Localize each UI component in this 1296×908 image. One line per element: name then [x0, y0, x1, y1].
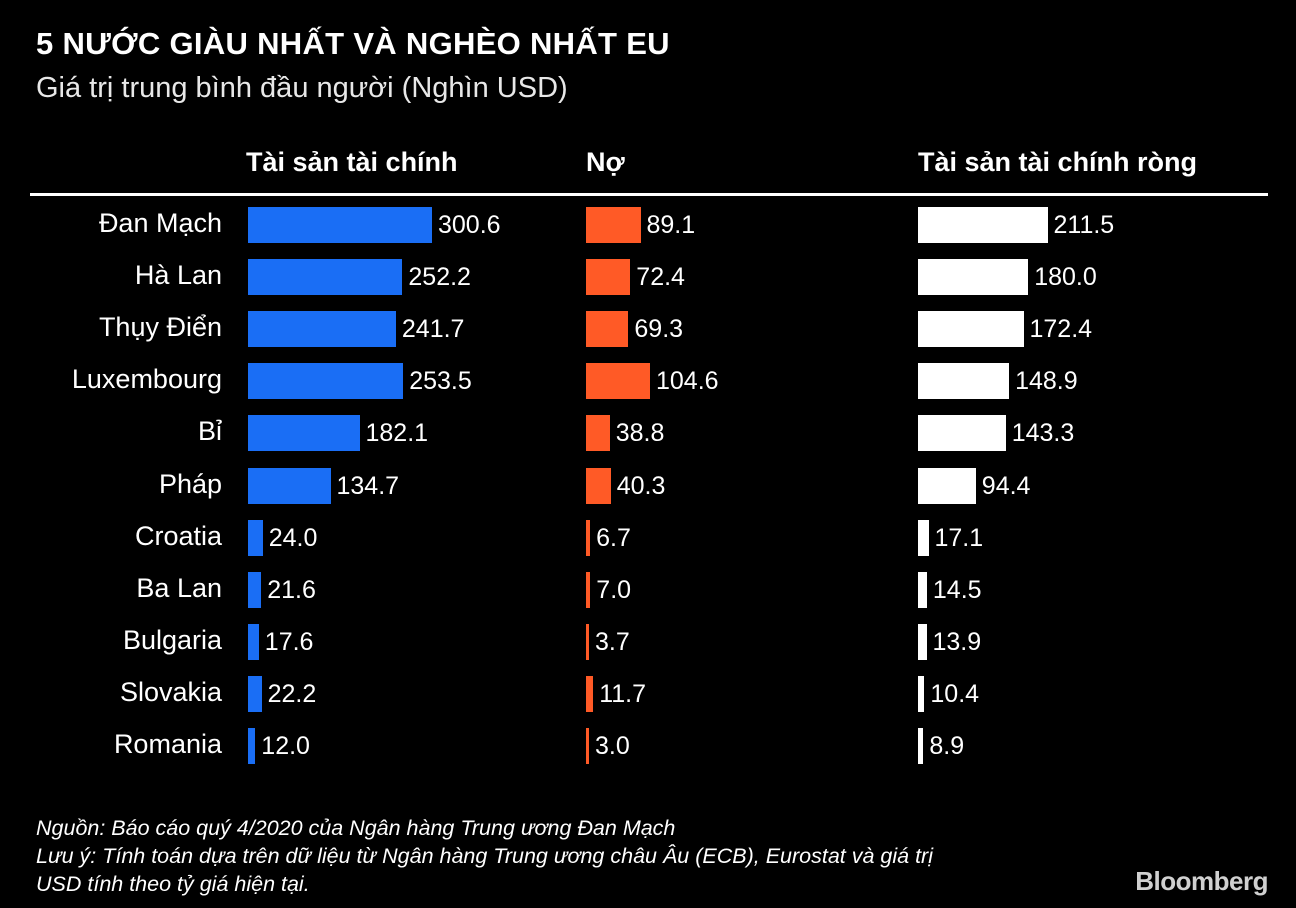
header-divider	[30, 193, 1268, 196]
bar-financial-assets	[248, 624, 259, 660]
chart-subtitle: Giá trị trung bình đầu người (Nghìn USD)	[36, 72, 568, 104]
value-label-net-financial-assets: 17.1	[934, 524, 984, 552]
bar-debt	[586, 363, 650, 399]
value-label-debt: 89.1	[646, 211, 696, 239]
value-label-debt: 72.4	[636, 263, 685, 291]
value-label-financial-assets: 17.6	[264, 628, 314, 656]
country-label: Slovakia	[119, 677, 222, 707]
bar-debt	[586, 676, 594, 712]
bar-debt	[586, 572, 591, 608]
value-label-net-financial-assets: 10.4	[930, 680, 980, 708]
panel-header-financial-assets: Tài sản tài chính	[246, 147, 458, 177]
bar-debt	[586, 259, 631, 295]
country-label: Bỉ	[197, 416, 222, 446]
value-label-debt: 3.7	[595, 628, 630, 656]
bar-financial-assets	[248, 520, 263, 556]
value-label-debt: 11.7	[599, 680, 646, 708]
bar-debt	[586, 728, 589, 764]
bar-net-financial-assets	[918, 363, 1010, 399]
bar-debt	[586, 311, 629, 347]
source-note: Nguồn: Báo cáo quý 4/2020 của Ngân hàng …	[36, 816, 676, 840]
bar-financial-assets	[248, 259, 403, 295]
country-label: Đan Mạch	[98, 208, 222, 238]
value-label-debt: 38.8	[615, 419, 665, 447]
value-label-financial-assets: 21.6	[267, 576, 316, 604]
value-label-debt: 69.3	[634, 315, 684, 343]
bar-net-financial-assets	[918, 415, 1006, 451]
bar-net-financial-assets	[918, 676, 925, 712]
value-label-financial-assets: 253.5	[409, 367, 472, 395]
panel-header-net-financial-assets: Tài sản tài chính ròng	[918, 147, 1198, 177]
value-label-debt: 40.3	[616, 472, 666, 500]
value-label-debt: 7.0	[596, 576, 632, 604]
value-label-financial-assets: 182.1	[365, 419, 429, 447]
value-label-debt: 3.0	[595, 732, 630, 760]
bar-debt	[586, 520, 591, 556]
country-label: Luxembourg	[71, 364, 222, 394]
bar-debt	[586, 468, 611, 504]
bar-net-financial-assets	[918, 468, 976, 504]
bar-net-financial-assets	[918, 207, 1048, 243]
value-label-net-financial-assets: 94.4	[981, 472, 1031, 500]
country-label: Thụy Điển	[98, 312, 222, 342]
value-label-net-financial-assets: 8.9	[929, 732, 965, 760]
bar-financial-assets	[248, 468, 331, 504]
bar-net-financial-assets	[918, 520, 929, 556]
value-label-financial-assets: 252.2	[408, 263, 471, 291]
value-label-financial-assets: 134.7	[336, 472, 400, 500]
value-label-net-financial-assets: 172.4	[1029, 315, 1093, 343]
bar-financial-assets	[248, 572, 262, 608]
value-label-net-financial-assets: 211.5	[1053, 211, 1115, 239]
bar-net-financial-assets	[918, 728, 924, 764]
panel-header-debt: Nợ	[586, 147, 625, 177]
chart-title: 5 NƯỚC GIÀU NHẤT VÀ NGHÈO NHẤT EU	[36, 26, 670, 61]
method-note-line-2: USD tính theo tỷ giá hiện tại.	[36, 872, 310, 896]
bar-financial-assets	[248, 676, 262, 712]
value-label-net-financial-assets: 14.5	[932, 576, 982, 604]
value-label-net-financial-assets: 180.0	[1034, 263, 1097, 291]
bar-debt	[586, 207, 641, 243]
value-label-debt: 6.7	[596, 524, 631, 552]
value-label-financial-assets: 300.6	[438, 211, 501, 239]
value-label-net-financial-assets: 143.3	[1011, 419, 1075, 447]
value-label-debt: 104.6	[656, 367, 719, 395]
value-label-financial-assets: 22.2	[267, 680, 317, 708]
bar-financial-assets	[248, 311, 396, 347]
country-label: Croatia	[134, 521, 222, 551]
bar-financial-assets	[248, 728, 256, 764]
bar-net-financial-assets	[918, 311, 1024, 347]
value-label-financial-assets: 12.0	[261, 732, 310, 760]
value-label-financial-assets: 24.0	[268, 524, 318, 552]
bar-financial-assets	[248, 415, 360, 451]
country-label: Pháp	[158, 469, 222, 499]
value-label-financial-assets: 241.7	[401, 315, 465, 343]
bar-net-financial-assets	[918, 259, 1029, 295]
value-label-net-financial-assets: 13.9	[932, 628, 982, 656]
country-label: Hà Lan	[134, 260, 222, 290]
bar-financial-assets	[248, 207, 432, 243]
country-label: Ba Lan	[136, 573, 222, 603]
country-label: Bulgaria	[122, 625, 222, 655]
bar-financial-assets	[248, 363, 404, 399]
method-note-line-1: Lưu ý: Tính toán dựa trên dữ liệu từ Ngâ…	[36, 844, 933, 868]
bar-net-financial-assets	[918, 572, 927, 608]
bar-debt	[586, 624, 589, 660]
value-label-net-financial-assets: 148.9	[1015, 367, 1078, 395]
bar-debt	[586, 415, 610, 451]
bar-net-financial-assets	[918, 624, 927, 660]
bloomberg-logo: Bloomberg	[1135, 866, 1268, 896]
country-label: Romania	[113, 729, 222, 759]
footer-notes: Nguồn: Báo cáo quý 4/2020 của Ngân hàng …	[36, 814, 933, 898]
